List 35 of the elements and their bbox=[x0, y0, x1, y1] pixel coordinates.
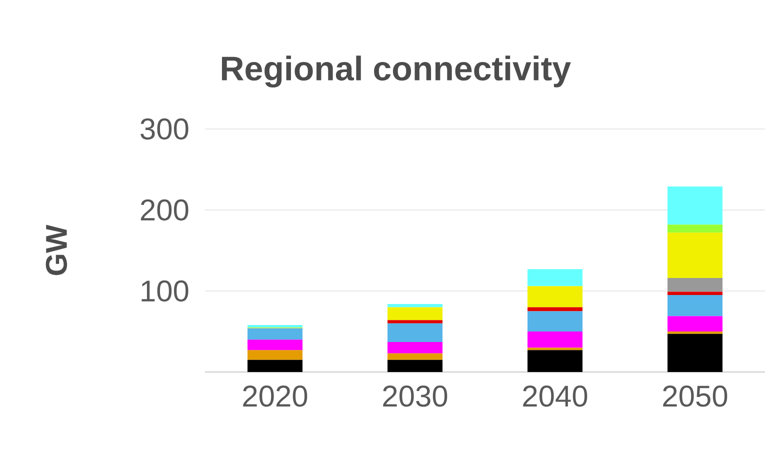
x-tick-label: 2050 bbox=[663, 386, 728, 407]
bar bbox=[528, 350, 582, 372]
y-axis-title: GW bbox=[46, 224, 68, 276]
y-tick-label: 100 bbox=[142, 280, 188, 302]
x-tick-label: 2030 bbox=[383, 386, 448, 407]
bar bbox=[668, 232, 722, 278]
bar bbox=[248, 328, 302, 340]
bar bbox=[668, 186, 722, 225]
bar bbox=[248, 350, 302, 360]
bar bbox=[388, 360, 442, 372]
bar bbox=[248, 340, 302, 350]
chart-title: Regional connectivity bbox=[222, 56, 571, 88]
y-tick-label: 200 bbox=[140, 199, 188, 221]
bar bbox=[388, 307, 442, 320]
bar bbox=[528, 348, 582, 350]
x-tick-label: 2020 bbox=[243, 386, 308, 407]
bar bbox=[388, 320, 442, 324]
y-tick-label: 300 bbox=[140, 118, 188, 140]
bar bbox=[668, 316, 722, 332]
bar bbox=[528, 311, 582, 332]
bar bbox=[528, 286, 582, 308]
bar bbox=[668, 292, 722, 296]
bar bbox=[668, 295, 722, 316]
x-tick-label: 2040 bbox=[523, 386, 588, 407]
bar bbox=[388, 304, 442, 308]
bar bbox=[668, 278, 722, 292]
bar bbox=[668, 334, 722, 372]
bar bbox=[248, 360, 302, 372]
bar bbox=[528, 307, 582, 312]
bar bbox=[388, 323, 442, 342]
bar bbox=[528, 332, 582, 348]
bar bbox=[388, 353, 442, 360]
bar bbox=[388, 342, 442, 354]
bar bbox=[668, 224, 722, 233]
bar bbox=[528, 269, 582, 286]
